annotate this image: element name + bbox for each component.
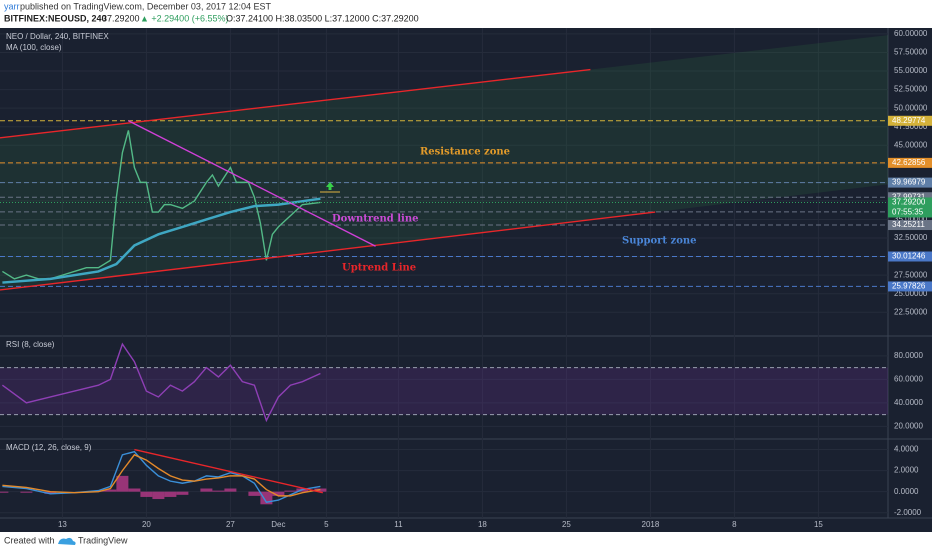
y-tick-label: 80.0000 [894,351,923,360]
trend-line [128,120,376,247]
series-line [2,130,321,280]
y-tick-label: 2.0000 [894,466,919,475]
last-price-bg [888,197,932,218]
x-tick-label: 13 [58,520,67,529]
y-tick-label: 25.00000 [894,289,928,298]
histogram-bar [176,491,189,495]
last-price: 37.29200 [892,198,926,207]
histogram-bar [164,491,177,497]
level-label-bg [888,157,932,168]
histogram-bar [128,488,141,492]
series-line [1,342,321,423]
histogram-bar [248,491,261,496]
chart-layer: 22.5000025.0000027.5000030.0000032.50000… [0,28,932,529]
x-tick-label: 20 [142,520,151,529]
x-tick-label: 2018 [642,520,660,529]
y-tick-label: -2.0000 [894,508,922,517]
y-tick-label: 20.0000 [894,421,923,430]
created-with: Created with [4,535,55,545]
histogram-bar [200,488,213,492]
symbol: BITFINEX:NEOUSD, 240 [4,13,107,23]
histogram-bar [284,490,297,492]
y-tick-label: 52.50000 [894,85,928,94]
histogram-bar [0,491,9,493]
rsi-band [0,367,888,415]
level-label: 48.29774 [892,116,926,125]
y-tick-label: 55.00000 [894,66,928,75]
brand[interactable]: TradingView [78,535,128,545]
histogram-bar [272,491,285,496]
moving-average [2,197,321,284]
chart-bg [0,28,932,532]
level-label-bg [888,220,932,231]
series-line [2,450,321,503]
level-label: 37.99731 [892,192,926,201]
change: ▲ +2.29400 (+6.55%) [140,13,228,23]
level-label: 39.96979 [892,178,926,187]
histogram-bar [44,491,57,494]
x-tick-label: 15 [814,520,823,529]
histogram-bar [20,491,33,493]
x-tick-label: Dec [271,520,285,529]
y-tick-label: 22.50000 [894,307,928,316]
author: yarr [4,1,20,11]
price: 37.29200 [102,13,140,23]
level-label: 34.25211 [892,220,925,229]
level-label: 42.62856 [892,158,926,167]
histogram-bar [212,490,225,492]
histogram-bar [224,488,237,492]
x-tick-label: 5 [324,520,329,529]
annotation: Support zone [622,236,697,247]
y-tick-label: 4.0000 [894,445,919,454]
y-tick-label: 47.50000 [894,122,928,131]
y-tick-label: 35.00000 [894,215,928,224]
y-tick-label: 27.50000 [894,270,928,279]
level-label-bg [888,115,932,126]
trend-line [134,448,323,494]
pane-title: MACD (12, 26, close, 9) [6,443,92,452]
histogram-bar [152,491,165,500]
pane-subtitle: MA (100, close) [6,43,62,52]
published: published on TradingView.com, December 0… [20,1,271,11]
annotation: Uptrend Line [342,263,416,274]
countdown: 07:55:35 [892,208,924,217]
y-tick-label: 32.50000 [894,233,928,242]
x-tick-label: 18 [478,520,487,529]
level-label: 25.97826 [892,282,926,291]
annotation: Resistance zone [420,147,510,158]
ohlc: O:37.24100 H:38.03500 L:37.12000 C:37.29… [226,13,419,23]
histogram-bar [104,489,117,492]
trend-line [0,211,656,291]
logo [58,537,76,545]
y-tick-label: 40.0000 [894,398,923,407]
level-label-bg [888,281,932,292]
pane-title: RSI (8, close) [6,340,55,349]
level-label-bg [888,177,932,188]
x-tick-label: 27 [226,520,235,529]
level-label: 30.01246 [892,252,926,261]
pane-title: NEO / Dollar, 240, BITFINEX [6,32,109,41]
level-label-bg [888,192,932,203]
y-tick-label: 50.00000 [894,103,928,112]
level-label-bg [888,251,932,262]
y-tick-label: 45.00000 [894,140,928,149]
y-tick-label: 60.00000 [894,29,928,38]
annotation: Downtrend line [332,214,418,225]
histogram-bar [116,475,129,492]
y-tick-label: 0.0000 [894,487,919,496]
up-arrow [326,182,334,190]
header-bg [0,0,932,28]
footer-bg [0,532,932,550]
y-tick-label: 57.50000 [894,48,928,57]
x-tick-label: 25 [562,520,571,529]
series-line [2,453,321,497]
x-tick-label: 11 [394,520,403,529]
trend-line [0,68,591,139]
y-tick-label: 60.0000 [894,374,923,383]
histogram-bar [140,491,153,497]
x-tick-label: 8 [732,520,737,529]
